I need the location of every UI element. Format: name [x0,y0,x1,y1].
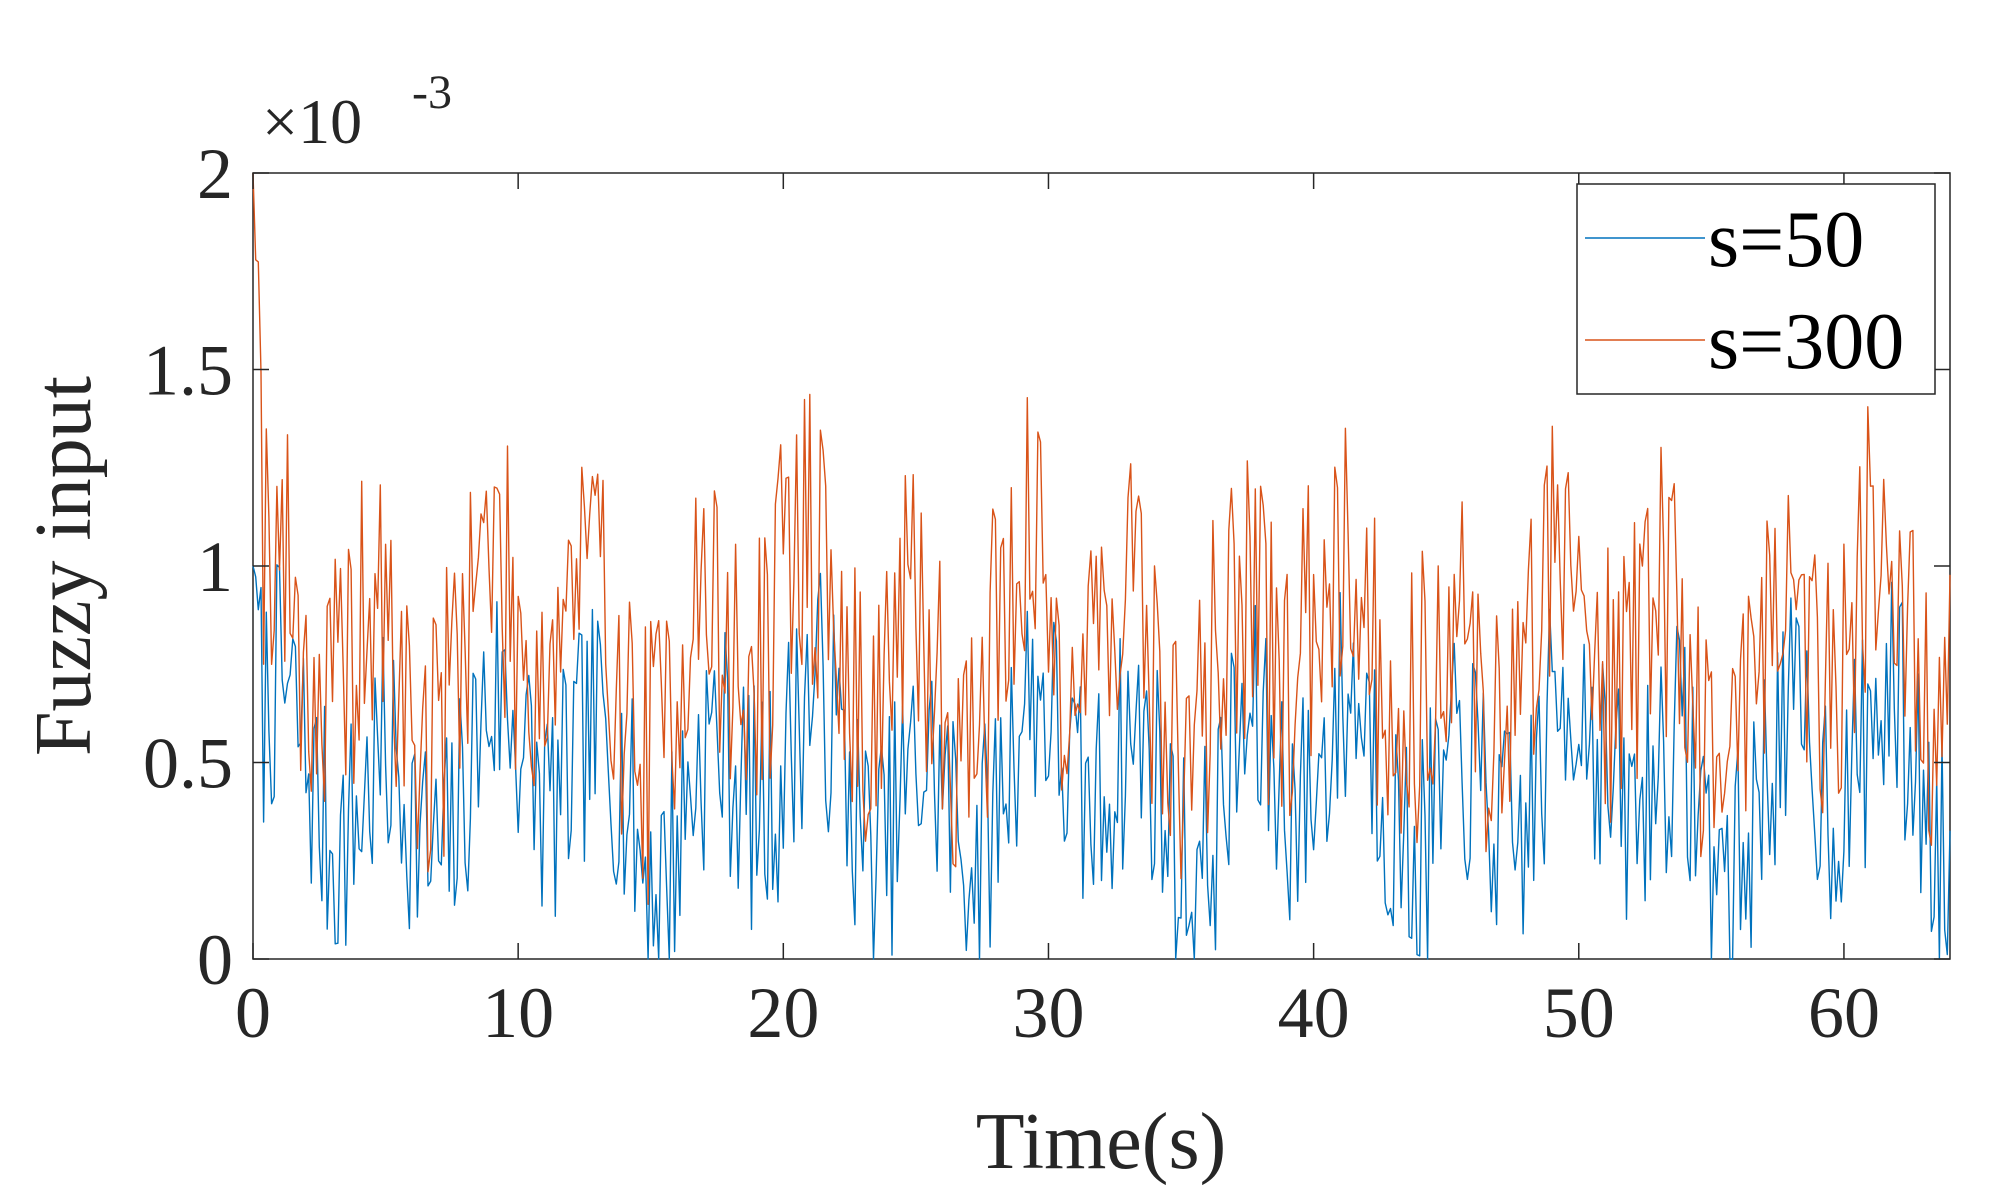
ticks-layer: 0 10 20 30 40 50 60 0 0.5 1 1.5 2 [143,134,1950,1053]
y-exponent-label: ×10 [262,86,362,157]
series-line-s300 [252,172,1951,905]
y-exponent-power: -3 [412,66,452,119]
legend-label-s300: s=300 [1708,298,1904,386]
legend: s=50 s=300 [1576,183,1936,395]
y-tick-label: 1 [197,527,233,607]
y-tick-label: 0.5 [143,724,233,804]
x-tick-label: 0 [235,973,271,1053]
legend-box [1576,183,1936,395]
y-axis-title: Fuzzy input [20,376,108,756]
y-tick-label: 1.5 [143,331,233,411]
series-line-s50 [252,564,1951,960]
series-layer [252,172,1951,960]
x-tick-label: 10 [482,973,554,1053]
x-axis-title: Time(s) [976,1098,1226,1186]
x-tick-label: 20 [747,973,819,1053]
legend-label-s50: s=50 [1708,196,1864,284]
x-tick-label: 30 [1012,973,1084,1053]
x-tick-label: 60 [1808,973,1880,1053]
y-tick-label: 2 [197,134,233,214]
y-tick-label: 0 [197,920,233,1000]
x-tick-label: 40 [1278,973,1350,1053]
x-tick-label: 50 [1543,973,1615,1053]
